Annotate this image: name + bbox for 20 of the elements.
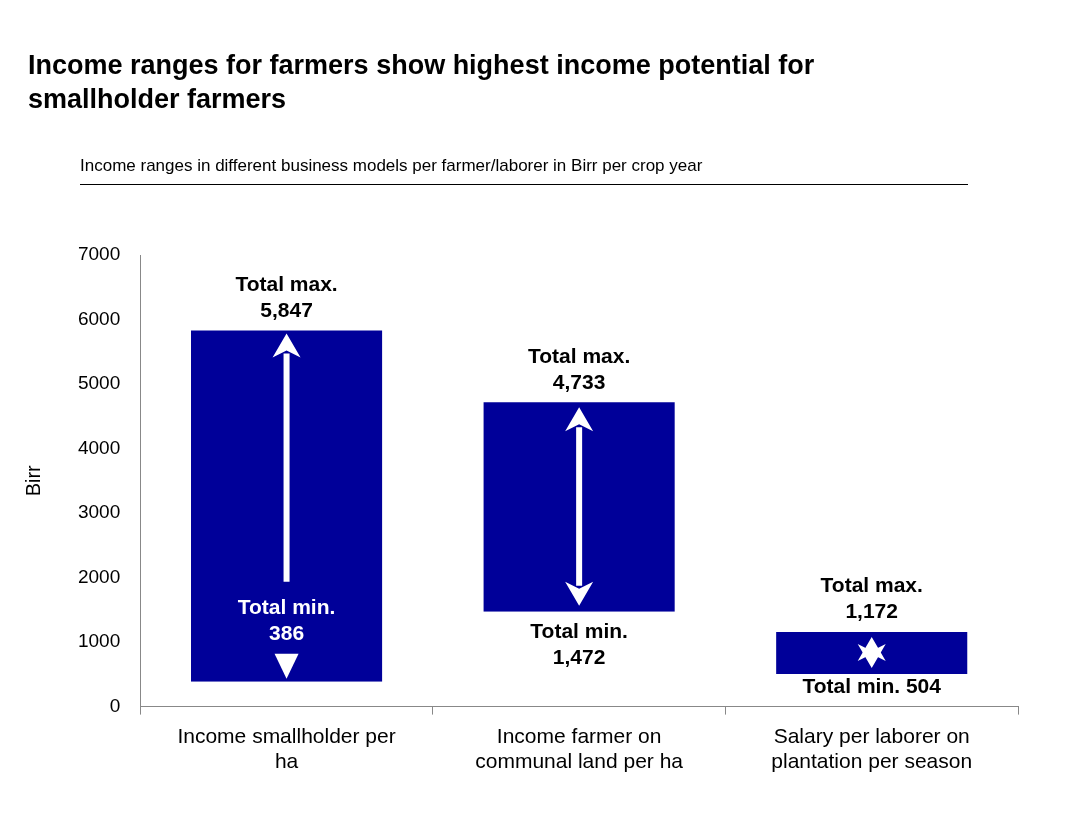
y-tick-label: 0 bbox=[109, 694, 121, 716]
y-tick-label: 2000 bbox=[77, 565, 121, 587]
x-tick-label: Income farmer on communal land per ha bbox=[475, 724, 684, 773]
x-tick-label: Income smallholder per ha bbox=[177, 724, 396, 773]
y-tick-label: 4000 bbox=[77, 436, 121, 458]
y-tick-label: 1000 bbox=[77, 630, 121, 652]
annotation: Total min. 386 bbox=[237, 594, 336, 644]
annotation: Total min. 1,472 bbox=[530, 618, 628, 668]
annotation: Total max. 1,172 bbox=[820, 573, 923, 623]
y-tick-label: 3000 bbox=[77, 501, 121, 523]
annotation: Total max. 4,733 bbox=[527, 343, 631, 393]
y-tick-label: 5000 bbox=[77, 372, 121, 394]
y-tick-label: 7000 bbox=[77, 243, 121, 265]
annotation: Total max. 5,847 bbox=[235, 271, 338, 321]
y-tick-label: 6000 bbox=[77, 307, 121, 329]
annotation: Total min. 504 bbox=[802, 674, 942, 698]
chart-title: Income ranges for farmers show highest income potential for smallholder farmers bbox=[27, 49, 816, 116]
chart-subtitle: Income ranges in different business models per farmer/laborer in Birr per crop year bbox=[80, 156, 968, 185]
y-axis-title: Birr bbox=[21, 464, 44, 497]
x-tick-label: Salary per laborer on plantation per season bbox=[771, 724, 973, 773]
